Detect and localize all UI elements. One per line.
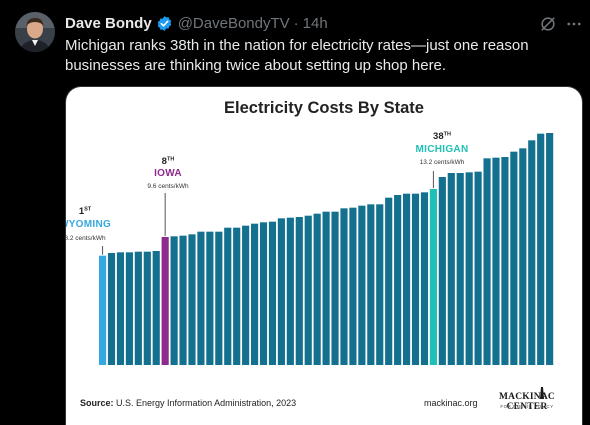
bar [295,217,303,365]
bar [143,251,151,365]
bar [134,251,142,365]
chart-card: Electricity Costs By State 1ST WYOMING 8.2… [66,87,582,425]
bar [358,205,366,365]
bar [233,227,241,365]
bar [483,158,491,365]
bar [403,193,411,365]
bar [546,133,554,365]
bar [501,157,509,365]
bar [259,222,268,365]
bar [537,133,545,365]
bar [349,207,357,365]
site-url: mackinac.org [424,398,478,408]
author-handle[interactable]: @DaveBondyTV [177,14,290,32]
bar [313,213,321,365]
value-label-michigan: 13.2 cents/kWh [420,159,465,166]
bar [286,217,294,365]
bar [322,211,330,365]
bar [242,225,250,365]
bar [170,236,178,365]
bar-wyoming [99,255,107,365]
tweet-timestamp[interactable]: 14h [302,14,328,32]
state-label-michigan: MICHIGAN [416,144,469,155]
tweet-header: Dave Bondy @DaveBondyTV · 14h [65,14,328,32]
verified-badge-icon[interactable] [156,15,173,32]
bar [188,234,196,365]
bar [125,252,133,365]
source-label: Source: [80,398,114,408]
bar [206,231,214,365]
bar-iowa [161,237,169,365]
bar [438,177,446,365]
bar [465,172,473,365]
bar [331,211,339,365]
bar [447,173,455,365]
lighthouse-icon [540,387,544,399]
grok-icon[interactable] [538,14,558,34]
source-text: U.S. Energy Information Administration, … [116,398,297,408]
bar [519,148,527,365]
logo-text: MACKINAC CENTER [499,392,555,412]
chart-title: Electricity Costs By State [224,99,424,117]
bar [215,231,223,365]
bar [340,208,348,365]
bar [197,231,205,365]
logo-subtext: FOR PUBLIC POLICY [500,404,554,409]
bar [277,218,285,365]
author-avatar[interactable] [15,12,55,52]
chart-source: Source: U.S. Energy Information Administ… [80,398,296,408]
bar [376,204,384,365]
state-label-wyoming: WYOMING [66,219,111,230]
more-options-icon[interactable] [565,15,583,33]
rank-label-michigan: 38TH [433,131,451,142]
avatar-image [15,12,55,52]
tweet-media[interactable]: Electricity Costs By State 1ST WYOMING 8.2… [65,86,583,425]
tweet-text: Michigan ranks 38th in the nation for el… [65,37,529,74]
bar [394,195,402,365]
separator-dot: · [293,14,299,32]
bar [179,235,187,365]
value-label-wyoming: 8.2 cents/kWh [66,235,106,242]
bar [528,140,536,365]
rank-label-iowa: 8TH [162,156,175,167]
bar [411,193,420,365]
bar [456,173,464,365]
bar [116,252,125,365]
value-label-iowa: 9.6 cents/kWh [147,183,189,190]
state-label-iowa: IOWA [154,168,182,179]
bar [251,223,259,365]
mackinac-logo: MACKINAC CENTER FOR PUBLIC POLICY [486,387,568,412]
bar [367,204,375,365]
bar [152,251,160,365]
bar [420,192,429,365]
bar [304,215,312,365]
rank-label-wyoming: 1ST [79,206,92,217]
bar [268,221,277,365]
bar [510,151,518,365]
bar [385,197,393,365]
bar-michigan [429,189,437,365]
bar [474,171,482,365]
bar [492,157,500,365]
bar [224,227,232,365]
author-name[interactable]: Dave Bondy [65,14,152,32]
bar [107,253,116,365]
